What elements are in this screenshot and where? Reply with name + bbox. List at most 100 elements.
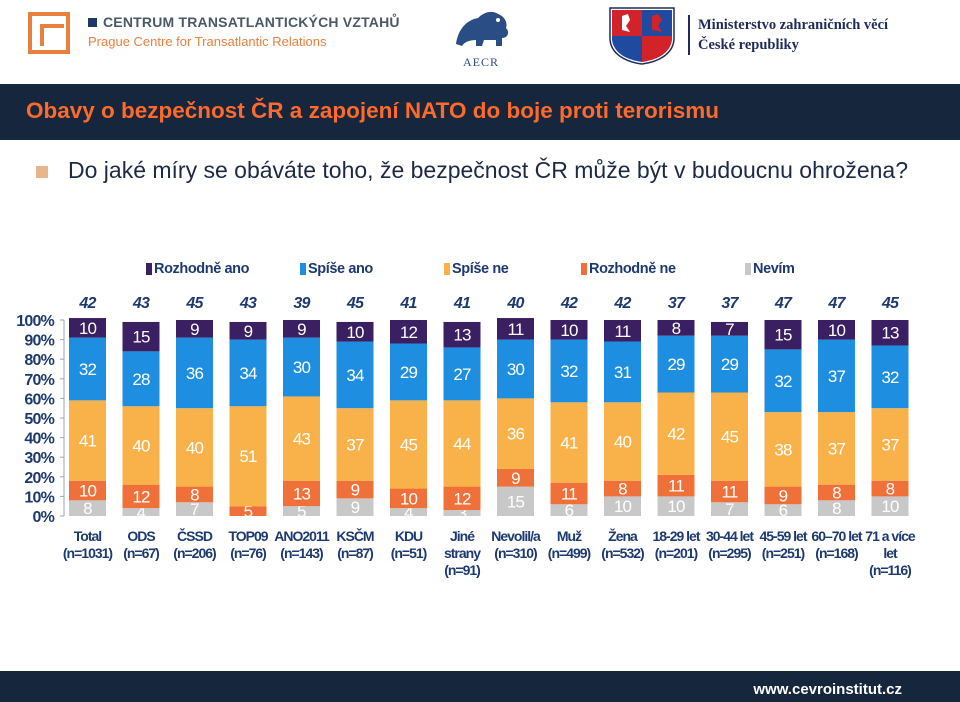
bar-segment [283,480,320,507]
category-label: strany [444,545,481,561]
bar-value-label: 10 [400,489,418,508]
bar-segment [229,321,267,340]
legend-swatch [300,263,306,275]
bar-segment [336,498,374,516]
bar-segment [176,486,213,503]
total-label: 41 [453,295,471,312]
y-tick-label: 10% [24,489,54,506]
bar-segment [764,504,802,516]
mzv-line1: Ministerstvo zahraničních věcí [698,17,889,33]
category-label: (n=143) [280,545,323,561]
bar-segment [122,484,160,509]
legend-item-spise-ne: Spíše ne [444,258,581,280]
bar-value-label: 41 [560,434,578,453]
category-label: TOP09 [228,528,268,544]
category-label: 60–70 let [811,528,862,544]
bar-value-label: 9 [351,481,360,500]
legend-item-rozhodne-ne: Rozhodně ne [581,258,745,280]
category-label: ANO2011 [274,528,330,544]
legend-item-rozhodne-ano: Rozhodně ano [146,258,300,280]
bar-value-label: 4 [137,503,146,522]
bar-segment [818,412,855,485]
bar-segment [604,496,641,516]
bar-value-label: 44 [453,434,471,453]
bar-value-label: 10 [881,497,899,516]
bar-value-label: 9 [244,322,253,341]
legend-swatch [581,263,587,275]
bar-value-label: 34 [239,364,257,383]
bar-segment [604,480,641,497]
bar-value-label: 13 [881,324,899,343]
bar-value-label: 29 [721,355,739,374]
bar-segment [871,320,909,346]
y-tick-label: 70% [24,372,54,389]
bar-value-label: 9 [779,486,788,505]
bar-segment [229,339,267,407]
total-label: 43 [132,295,150,312]
bar-value-label: 10 [79,482,97,501]
ctv-logo: CENTRUM TRANSATLANTICKÝCH VZTAHŮ Prague … [28,12,400,58]
bar-segment [229,506,267,516]
y-tick-label: 50% [24,411,54,428]
total-label: 42 [78,295,96,312]
category-label: Jiné [450,528,475,544]
category-label: KSČM [336,527,374,544]
bar-segment [764,486,802,505]
bar-value-label: 41 [79,432,97,451]
bar-segment [657,474,695,497]
legend-label: Rozhodně ano [154,261,250,277]
chart-legend: Rozhodně ano Spíše ano Spíše ne Rozhodně… [146,258,795,280]
y-tick-label: 90% [24,333,54,350]
aecr-logo: AECR [448,6,514,69]
category-label: (n=168) [815,545,858,561]
footer-url: www.cevroinstitut.cz [753,681,902,698]
category-label: 71 a více [865,528,916,544]
bar-segment [497,318,534,340]
bar-segment [176,337,213,409]
bar-segment [390,320,427,344]
bar-segment [550,482,588,505]
bar-segment [604,341,641,403]
bar-value-label: 15 [507,492,525,511]
bar-value-label: 8 [190,485,199,504]
bar-value-label: 10 [79,319,97,338]
total-label: 37 [668,295,686,312]
bar-value-label: 9 [351,498,360,517]
bar-segment [443,400,481,487]
bar-segment [390,488,427,509]
category-label: Nevolil/a [491,528,541,544]
bar-value-label: 40 [186,438,204,457]
bar-segment [69,318,106,338]
bar-value-label: 12 [132,487,150,506]
bar-value-label: 7 [725,500,734,519]
bar-value-label: 11 [561,484,577,503]
aecr-label: AECR [462,55,499,69]
bar-segment [336,408,374,481]
bar-value-label: 40 [614,433,632,452]
category-label: ČSSD [177,527,213,544]
slide-title: Obavy o bezpečnost ČR a zapojení NATO do… [26,98,720,123]
bar-segment [443,510,481,516]
bar-value-label: 37 [828,439,846,458]
bar-value-label: 5 [297,502,306,521]
bar-segment [818,339,855,413]
bar-value-label: 38 [774,440,792,459]
bar-value-label: 4 [404,503,413,522]
bar-segment [229,406,267,507]
ctv-square-icon [88,17,97,27]
total-label: 40 [506,295,524,312]
bar-segment [657,496,695,516]
total-label: 43 [239,295,257,312]
bar-value-label: 37 [346,435,364,454]
y-tick-label: 100% [16,313,54,330]
bar-segment [176,502,213,516]
bar-segment [550,339,588,403]
bar-segment [711,335,748,393]
bar-value-label: 8 [83,499,92,518]
bar-segment [711,502,748,516]
category-label: 30-44 let [706,528,754,544]
bar-value-label: 32 [79,360,97,379]
bar-segment [122,351,160,407]
legend-label: Spíše ano [308,261,373,277]
y-tick-label: 80% [24,352,54,369]
